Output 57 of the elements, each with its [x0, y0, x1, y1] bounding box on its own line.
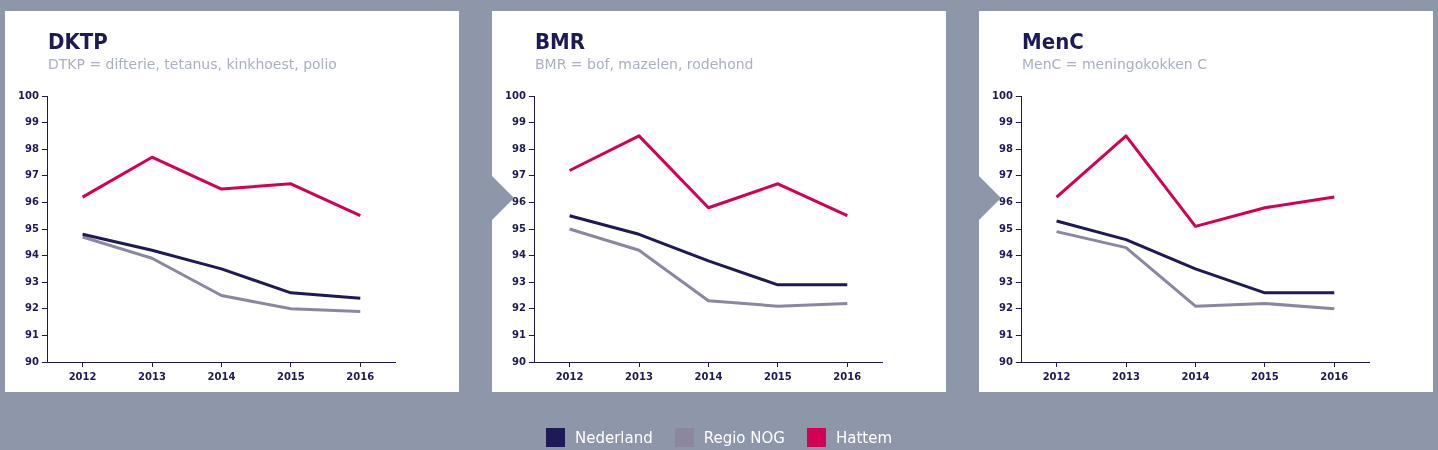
chart-subtitle: DTKP = difterie, tetanus, kinkhoest, polio	[48, 56, 337, 72]
x-tick-label: 2013	[138, 370, 166, 382]
x-tick-label: 2016	[346, 370, 375, 382]
y-tick-label: 95	[998, 222, 1013, 234]
x-tick-label: 2012	[555, 370, 584, 382]
y-tick-label: 91	[998, 328, 1013, 340]
y-tick-label: 95	[24, 222, 39, 234]
chart-title: MenC	[1022, 29, 1084, 54]
x-tick-label: 2014	[207, 370, 236, 382]
chart-title: BMR	[535, 29, 586, 54]
y-tick-label: 97	[511, 169, 526, 181]
chart-subtitle: BMR = bof, mazelen, rodehond	[535, 56, 754, 72]
y-tick-label: 99	[998, 116, 1013, 128]
y-tick-label: 96	[24, 195, 39, 207]
y-tick-label: 97	[998, 169, 1013, 181]
legend-label: Regio NOG	[703, 428, 785, 447]
y-tick-label: 96	[998, 195, 1013, 207]
x-tick-label: 2015	[276, 370, 305, 382]
legend-label: Hattem	[835, 428, 893, 447]
y-tick-label: 99	[511, 116, 526, 128]
chart-subtitle: MenC = meningokokken C	[1022, 56, 1207, 72]
y-tick-label: 90	[24, 355, 39, 367]
x-tick-label: 2016	[1320, 370, 1349, 382]
y-tick-label: 91	[511, 328, 526, 340]
y-tick-label: 93	[24, 275, 39, 287]
x-tick-label: 2012	[1042, 370, 1071, 382]
y-tick-label: 92	[998, 302, 1013, 314]
x-tick-label: 2015	[1250, 370, 1279, 382]
x-tick-label: 2013	[625, 370, 653, 382]
y-tick-label: 99	[24, 116, 39, 128]
x-tick-label: 2012	[68, 370, 97, 382]
y-tick-label: 92	[24, 302, 39, 314]
y-tick-label: 94	[998, 249, 1013, 261]
legend-label: Nederland	[574, 428, 653, 447]
y-tick-label: 94	[511, 249, 526, 261]
x-tick-label: 2015	[763, 370, 792, 382]
y-tick-label: 97	[24, 169, 39, 181]
y-tick-label: 96	[511, 195, 526, 207]
y-tick-label: 91	[24, 328, 39, 340]
y-tick-label: 92	[511, 302, 526, 314]
y-tick-label: 90	[511, 355, 526, 367]
y-tick-label: 100	[18, 89, 39, 101]
y-tick-label: 94	[24, 249, 39, 261]
x-tick-label: 2016	[833, 370, 862, 382]
y-tick-label: 98	[24, 142, 39, 154]
x-tick-label: 2014	[1181, 370, 1210, 382]
x-tick-label: 2013	[1112, 370, 1140, 382]
y-tick-label: 100	[992, 89, 1013, 101]
chart-title: DKTP	[48, 29, 108, 54]
y-tick-label: 98	[998, 142, 1013, 154]
y-tick-label: 90	[998, 355, 1013, 367]
y-tick-label: 93	[511, 275, 526, 287]
x-tick-label: 2014	[694, 370, 723, 382]
y-tick-label: 95	[511, 222, 526, 234]
y-tick-label: 93	[998, 275, 1013, 287]
y-tick-label: 98	[511, 142, 526, 154]
y-tick-label: 100	[505, 89, 526, 101]
